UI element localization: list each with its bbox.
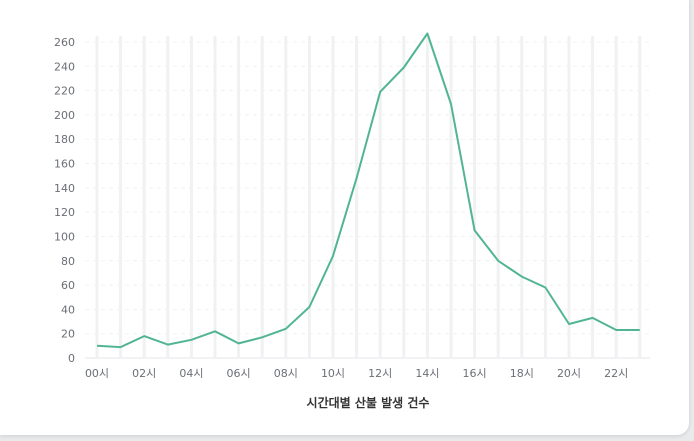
x-tick-label: 10시 [321, 367, 345, 380]
y-tick-label: 60 [61, 279, 75, 292]
y-axis-ticks: 0 20 40 60 80 100 120 140 160 180 200 220 240 260 [54, 36, 75, 365]
x-tick-label: 16시 [463, 367, 487, 380]
y-tick-label: 120 [54, 206, 75, 219]
horizontal-gridlines [85, 41, 650, 359]
y-tick-label: 80 [61, 255, 75, 268]
x-axis-label: 시간대별 산불 발생 건수 [307, 395, 430, 410]
y-tick-label: 200 [54, 109, 75, 122]
x-tick-label: 06시 [227, 367, 251, 380]
y-tick-label: 260 [54, 36, 75, 49]
y-tick-label: 160 [54, 158, 75, 171]
y-tick-label: 240 [54, 60, 75, 73]
x-tick-label: 14시 [415, 367, 439, 380]
x-tick-label: 12시 [368, 367, 392, 380]
y-tick-label: 140 [54, 182, 75, 195]
x-tick-label: 00시 [85, 367, 109, 380]
x-axis-ticks: 00시 02시 04시 06시 08시 10시 12시 14시 16시 18시 20시 22시 [85, 367, 628, 380]
y-tick-label: 100 [54, 230, 75, 243]
y-tick-label: 0 [68, 352, 75, 365]
x-tick-label: 18시 [510, 367, 534, 380]
x-tick-label: 04시 [179, 367, 203, 380]
y-tick-label: 20 [61, 328, 75, 341]
y-tick-label: 220 [54, 85, 75, 98]
y-tick-label: 40 [61, 303, 75, 316]
x-tick-label: 02시 [132, 367, 156, 380]
series-line [96, 32, 640, 349]
chart-card: 0 20 40 60 80 100 120 140 160 180 200 220 240 260 00시… [0, 0, 689, 435]
x-tick-label: 22시 [604, 367, 628, 380]
x-tick-label: 08시 [274, 367, 298, 380]
x-tick-label: 20시 [557, 367, 581, 380]
vertical-gridlines [95, 36, 642, 358]
y-tick-label: 180 [54, 133, 75, 146]
